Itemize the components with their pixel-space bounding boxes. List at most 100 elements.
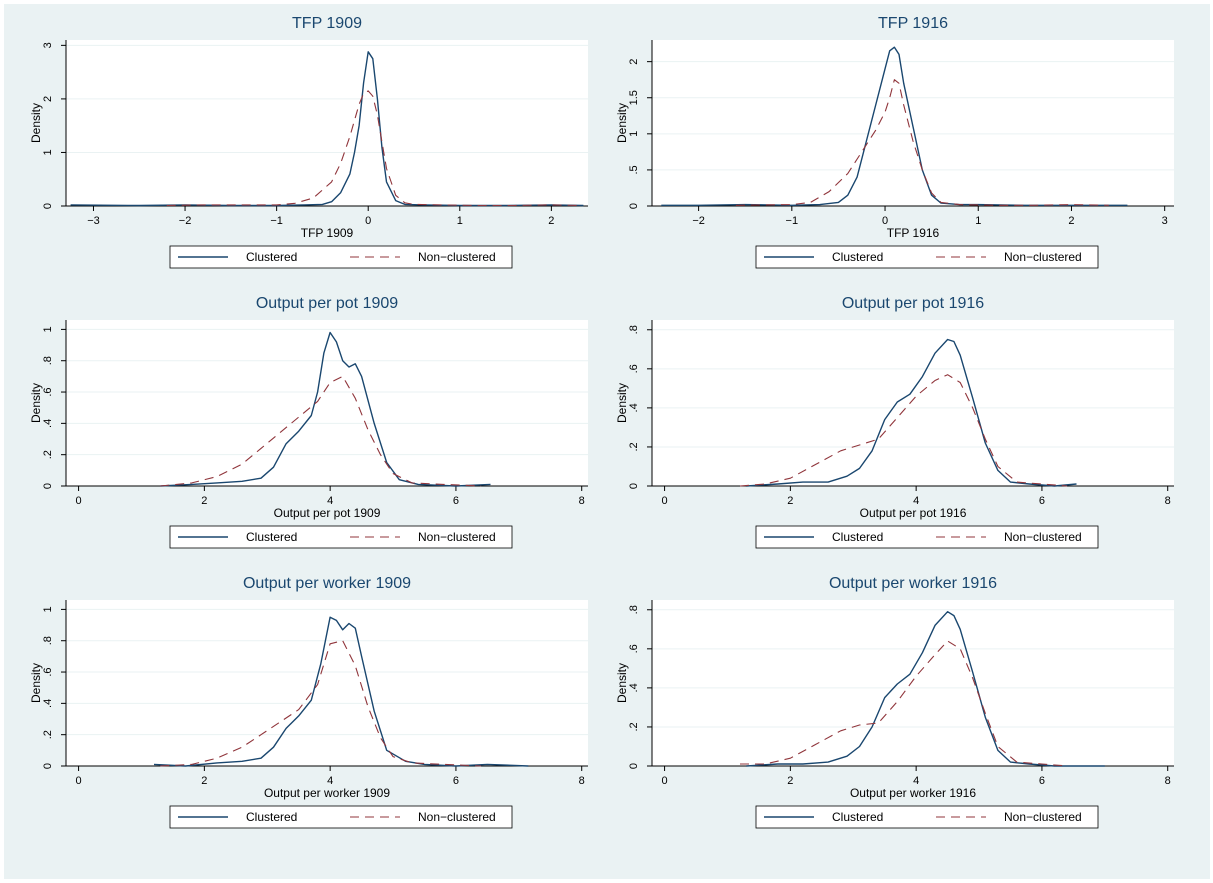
x-tick-label: 4 — [327, 775, 333, 787]
legend-label-clustered: Clustered — [832, 530, 883, 544]
x-tick-label: 8 — [1165, 495, 1171, 507]
x-tick-label: 3 — [1162, 215, 1168, 227]
x-axis-label: Output per worker 1916 — [850, 786, 976, 800]
chart-svg: Output per worker 1916 0 .2 .4 .6 .8 0 2 4 6 8 Outp… — [615, 575, 1174, 829]
y-tick-label: 2 — [42, 96, 54, 102]
x-tick-label: −1 — [786, 215, 799, 227]
y-tick-label: 0 — [628, 763, 640, 769]
x-tick-label: 0 — [76, 775, 82, 787]
y-tick-label: .4 — [42, 419, 54, 428]
legend-label-clustered: Clustered — [246, 810, 297, 824]
y-tick-label: .6 — [42, 387, 54, 396]
x-tick-label: 4 — [327, 495, 333, 507]
x-axis-label: Output per worker 1909 — [264, 786, 390, 800]
plot-area — [66, 320, 588, 486]
legend-label-non-clustered: Non−clustered — [418, 250, 496, 264]
x-axis-label: TFP 1916 — [887, 226, 940, 240]
x-tick-label: 8 — [579, 495, 585, 507]
figure-panel: TFP 1909 0 1 2 3 −3 −2 −1 0 1 2 TFP 1909 Density Clus… — [4, 4, 1210, 879]
plot-area — [66, 600, 588, 766]
chart-output-per-pot-1916: Output per pot 1916 0 .2 .4 .6 .8 0 2 4 6 8 Output … — [615, 290, 1182, 570]
x-tick-label: −1 — [270, 215, 283, 227]
x-tick-label: 1 — [457, 215, 463, 227]
plot-area — [652, 320, 1174, 486]
chart-tfp-1916: TFP 1916 0.5 1 1.5 2 −2 −1 0 1 2 3 TFP 1916 Density C… — [615, 10, 1182, 290]
legend-label-clustered: Clustered — [246, 530, 297, 544]
y-tick-label: .8 — [42, 356, 54, 365]
chart-svg: Output per pot 1909 0 .2 .4 .6 .8 1 0 2 4 6 8 Output… — [29, 295, 588, 549]
chart-title: Output per pot 1916 — [842, 295, 984, 312]
x-tick-label: 0 — [662, 775, 668, 787]
y-tick-label: 0 — [628, 483, 640, 489]
x-tick-label: 0 — [662, 495, 668, 507]
chart-output-per-worker-1909: Output per worker 1909 0 .2 .4 .6 .8 1 0 2 4 6 8 Out… — [29, 570, 596, 850]
y-tick-label: 1 — [42, 606, 54, 612]
plot-area — [652, 40, 1174, 206]
legend-label-clustered: Clustered — [832, 810, 883, 824]
y-tick-label: .4 — [628, 683, 640, 692]
x-tick-label: 6 — [1039, 775, 1045, 787]
x-tick-label: 4 — [913, 775, 919, 787]
y-tick-label: .8 — [628, 325, 640, 334]
y-axis-label: Density — [30, 103, 43, 143]
legend-label-non-clustered: Non−clustered — [1004, 250, 1082, 264]
legend-box — [169, 245, 513, 269]
legend-box — [169, 805, 513, 829]
y-axis-label: Density — [30, 383, 43, 423]
x-tick-label: 0 — [882, 215, 888, 227]
legend-box — [755, 805, 1099, 829]
y-tick-label: .8 — [42, 636, 54, 645]
x-axis-label: TFP 1909 — [301, 226, 354, 240]
y-tick-label: 1 — [42, 326, 54, 332]
x-tick-label: 4 — [913, 495, 919, 507]
chart-svg: TFP 1909 0 1 2 3 −3 −2 −1 0 1 2 TFP 1909 Density Clus… — [29, 15, 588, 269]
y-tick-label: 1 — [628, 131, 640, 137]
legend-label-non-clustered: Non−clustered — [1004, 530, 1082, 544]
y-tick-label: .2 — [628, 722, 640, 731]
legend-label-non-clustered: Non−clustered — [418, 810, 496, 824]
chart-output-per-pot-1909: Output per pot 1909 0 .2 .4 .6 .8 1 0 2 4 6 8 Output… — [29, 290, 596, 570]
legend-label-non-clustered: Non−clustered — [418, 530, 496, 544]
y-axis-label: Density — [30, 663, 43, 703]
legend-box — [755, 525, 1099, 549]
y-tick-label: .2 — [628, 442, 640, 451]
series-line-non-clustered — [166, 90, 579, 207]
x-tick-label: 2 — [548, 215, 554, 227]
x-tick-label: 6 — [453, 495, 459, 507]
y-tick-label: 0 — [42, 483, 54, 489]
x-tick-label: 0 — [365, 215, 371, 227]
y-tick-label: 1.5 — [628, 90, 640, 105]
chart-svg: Output per worker 1909 0 .2 .4 .6 .8 1 0 2 4 6 8 Out… — [29, 575, 588, 829]
chart-title: TFP 1916 — [878, 15, 948, 32]
legend-label-clustered: Clustered — [832, 250, 883, 264]
y-tick-label: .2 — [42, 730, 54, 739]
y-tick-label: .5 — [628, 165, 640, 174]
x-tick-label: 2 — [201, 775, 207, 787]
chart-output-per-worker-1916: Output per worker 1916 0 .2 .4 .6 .8 0 2 4 6 8 Outp… — [615, 570, 1182, 850]
x-tick-label: 2 — [787, 775, 793, 787]
series-line-non-clustered — [160, 640, 482, 767]
y-tick-label: .4 — [628, 403, 640, 412]
x-tick-label: 6 — [453, 775, 459, 787]
series-line-clustered — [160, 331, 491, 487]
y-axis-label: Density — [616, 103, 629, 143]
x-tick-label: −2 — [179, 215, 192, 227]
chart-svg: Output per pot 1916 0 .2 .4 .6 .8 0 2 4 6 8 Output … — [615, 295, 1174, 549]
chart-title: Output per worker 1909 — [243, 575, 411, 592]
x-tick-label: 6 — [1039, 495, 1045, 507]
y-tick-label: .6 — [628, 644, 640, 653]
y-tick-label: 1 — [42, 149, 54, 155]
series-line-non-clustered — [160, 375, 482, 487]
x-tick-label: 2 — [787, 495, 793, 507]
y-axis-label: Density — [616, 383, 629, 423]
x-tick-label: 0 — [76, 495, 82, 507]
plot-area — [66, 40, 588, 206]
x-tick-label: −2 — [692, 215, 705, 227]
y-tick-label: .4 — [42, 699, 54, 708]
legend-label-clustered: Clustered — [246, 250, 297, 264]
x-tick-label: 2 — [201, 495, 207, 507]
y-tick-label: .6 — [628, 364, 640, 373]
x-tick-label: 2 — [1068, 215, 1074, 227]
